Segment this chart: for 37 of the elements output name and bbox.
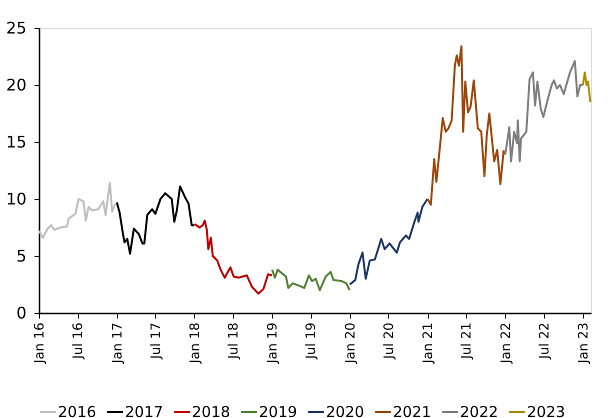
line-series [116, 185, 196, 255]
x-tick-label: Jul 20 [382, 322, 397, 360]
line-series [348, 198, 428, 286]
x-tick-label: Jan 16 [32, 322, 48, 364]
x-tick-label: Jul 16 [71, 322, 86, 360]
line-series [426, 45, 506, 206]
y-tick-label: 5 [16, 246, 26, 266]
legend-label: 2022 [460, 403, 498, 418]
y-tick-label: 25 [6, 18, 26, 38]
line-series [38, 182, 116, 239]
x-tick-label: Jan 23 [576, 322, 592, 364]
x-tick-label: Jul 21 [460, 322, 475, 360]
legend-label: 2021 [393, 403, 432, 418]
legend-label: 2019 [259, 403, 298, 418]
x-tick-label: Jul 17 [148, 322, 164, 360]
line-series [271, 268, 351, 292]
legend-label: 2023 [527, 403, 566, 418]
line-series [193, 220, 273, 295]
legend-label: 2020 [326, 403, 364, 418]
line-series [504, 60, 584, 162]
legend-label: 2018 [192, 403, 230, 418]
x-tick-label: Jan 22 [498, 322, 514, 364]
line-series [582, 71, 592, 104]
x-tick-label: Jul 22 [537, 322, 552, 360]
legend-label: 2016 [58, 403, 96, 418]
x-tick-label: Jan 18 [188, 322, 203, 364]
y-tick-label: 15 [6, 132, 26, 152]
x-tick-label: Jan 21 [421, 322, 436, 364]
y-tick-label: 0 [16, 304, 26, 322]
x-tick-label: Jan 20 [343, 322, 358, 364]
y-tick-label: 20 [6, 76, 26, 94]
x-tick-label: Jul 18 [226, 322, 242, 360]
x-tick-label: Jan 19 [266, 322, 281, 364]
legend-label: 2017 [125, 403, 164, 418]
y-tick-label: 10 [6, 190, 26, 208]
x-tick-label: Jul 19 [304, 322, 320, 360]
x-tick-label: Jan 17 [110, 322, 126, 364]
